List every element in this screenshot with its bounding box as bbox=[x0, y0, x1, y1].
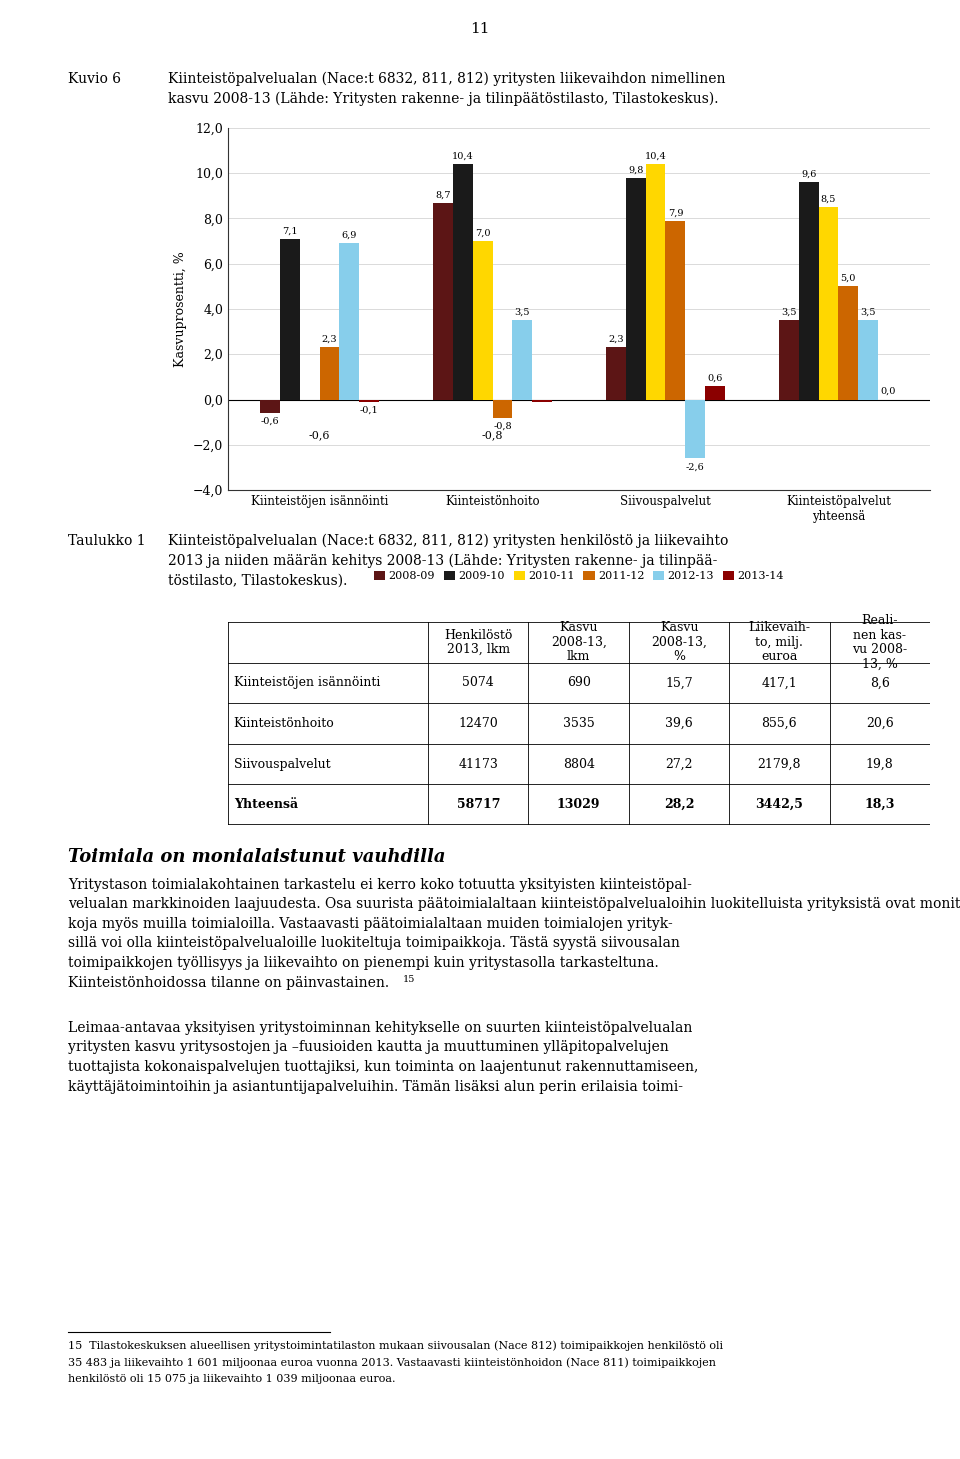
Text: 41173: 41173 bbox=[458, 757, 498, 770]
Text: 5,0: 5,0 bbox=[841, 274, 856, 283]
Text: 15,7: 15,7 bbox=[665, 677, 693, 690]
Text: 9,6: 9,6 bbox=[801, 169, 816, 179]
Text: 10,4: 10,4 bbox=[452, 152, 473, 160]
Bar bbox=[626, 178, 645, 400]
Text: Kuvio 6: Kuvio 6 bbox=[68, 71, 121, 86]
Text: 35 483 ja liikevaihto 1 601 miljoonaa euroa vuonna 2013. Vastaavasti kiinteistön: 35 483 ja liikevaihto 1 601 miljoonaa eu… bbox=[68, 1357, 716, 1367]
Text: 15: 15 bbox=[403, 976, 416, 985]
Text: -0,8: -0,8 bbox=[493, 422, 512, 430]
Text: 7,1: 7,1 bbox=[282, 226, 298, 235]
Text: Liikevaih-
to, milj.
euroa: Liikevaih- to, milj. euroa bbox=[749, 622, 810, 664]
Text: 3535: 3535 bbox=[563, 716, 594, 730]
Y-axis label: Kasvuprosentti, %: Kasvuprosentti, % bbox=[174, 251, 187, 366]
Text: 3442,5: 3442,5 bbox=[756, 798, 804, 811]
Text: Toimiala on monialaistunut vauhdilla: Toimiala on monialaistunut vauhdilla bbox=[68, 848, 445, 867]
Text: yritysten kasvu yritysostojen ja –fuusioiden kautta ja muuttuminen ylläpitopalve: yritysten kasvu yritysostojen ja –fuusio… bbox=[68, 1040, 669, 1055]
Text: Kiinteistöpalvelualan (Nace:t 6832, 811, 812) yritysten henkilöstö ja liikevaiht: Kiinteistöpalvelualan (Nace:t 6832, 811,… bbox=[168, 534, 729, 588]
Text: 3,5: 3,5 bbox=[780, 308, 797, 317]
Text: 8,5: 8,5 bbox=[821, 196, 836, 204]
Bar bbox=[706, 387, 725, 400]
Text: 690: 690 bbox=[566, 677, 590, 690]
Bar bbox=[645, 165, 665, 400]
Text: 8,7: 8,7 bbox=[435, 190, 450, 200]
Bar bbox=[779, 321, 799, 400]
Bar bbox=[665, 220, 685, 400]
Text: käyttäjätoimintoihin ja asiantuntijapalveluihin. Tämän lisäksi alun perin erilai: käyttäjätoimintoihin ja asiantuntijapalv… bbox=[68, 1080, 683, 1093]
Text: 10,4: 10,4 bbox=[645, 152, 666, 160]
Bar bbox=[606, 347, 626, 400]
Text: Yhteensä: Yhteensä bbox=[233, 798, 298, 811]
Text: 19,8: 19,8 bbox=[866, 757, 894, 770]
Text: 39,6: 39,6 bbox=[665, 716, 693, 730]
Bar bbox=[472, 241, 492, 400]
Text: 6,9: 6,9 bbox=[342, 231, 357, 239]
Text: 5074: 5074 bbox=[463, 677, 494, 690]
Text: 855,6: 855,6 bbox=[761, 716, 797, 730]
Text: 8804: 8804 bbox=[563, 757, 594, 770]
Text: Yritystason toimialakohtainen tarkastelu ei kerro koko totuutta yksityisten kiin: Yritystason toimialakohtainen tarkastelu… bbox=[68, 878, 692, 891]
Text: -0,6: -0,6 bbox=[309, 430, 330, 441]
Text: 28,2: 28,2 bbox=[663, 798, 694, 811]
Bar bbox=[279, 239, 300, 400]
Text: -0,6: -0,6 bbox=[260, 417, 279, 426]
Text: Kiinteistöjen isännöinti: Kiinteistöjen isännöinti bbox=[233, 677, 380, 690]
Legend: 2008-09, 2009-10, 2010-11, 2011-12, 2012-13, 2013-14: 2008-09, 2009-10, 2010-11, 2011-12, 2012… bbox=[370, 566, 788, 587]
Text: Henkilöstö
2013, lkm: Henkilöstö 2013, lkm bbox=[444, 629, 513, 657]
Bar bbox=[453, 165, 472, 400]
Text: 0,6: 0,6 bbox=[708, 374, 723, 382]
Text: koja myös muilla toimialoilla. Vastaavasti päätoimialaltaan muiden toimialojen y: koja myös muilla toimialoilla. Vastaavas… bbox=[68, 918, 673, 931]
Text: 20,6: 20,6 bbox=[866, 716, 894, 730]
Text: 15  Tilastokeskuksen alueellisen yritystoimintatilaston mukaan siivousalan (Nace: 15 Tilastokeskuksen alueellisen yritysto… bbox=[68, 1339, 723, 1351]
Bar bbox=[858, 321, 878, 400]
Bar bbox=[799, 182, 819, 400]
Text: -0,1: -0,1 bbox=[360, 406, 378, 414]
Text: Kiinteistönhoito: Kiinteistönhoito bbox=[233, 716, 334, 730]
Bar bbox=[359, 400, 379, 401]
Text: 7,9: 7,9 bbox=[667, 209, 684, 217]
Bar bbox=[819, 207, 838, 400]
Text: 27,2: 27,2 bbox=[665, 757, 693, 770]
Text: 11: 11 bbox=[470, 22, 490, 36]
Text: Siivouspalvelut: Siivouspalvelut bbox=[233, 757, 330, 770]
Text: -0,8: -0,8 bbox=[482, 430, 503, 441]
Text: 8,6: 8,6 bbox=[870, 677, 890, 690]
Text: 9,8: 9,8 bbox=[628, 165, 643, 175]
Text: 13029: 13029 bbox=[557, 798, 600, 811]
Text: 2179,8: 2179,8 bbox=[757, 757, 802, 770]
Text: toimipaikkojen työllisyys ja liikevaihto on pienempi kuin yritystasolla tarkaste: toimipaikkojen työllisyys ja liikevaihto… bbox=[68, 956, 659, 970]
Text: 2,3: 2,3 bbox=[608, 336, 624, 344]
Text: 12470: 12470 bbox=[458, 716, 498, 730]
Bar bbox=[838, 286, 858, 400]
Text: 417,1: 417,1 bbox=[761, 677, 798, 690]
Text: Reali-
nen kas-
vu 2008-
13, %: Reali- nen kas- vu 2008- 13, % bbox=[852, 614, 907, 671]
Text: 3,5: 3,5 bbox=[860, 308, 876, 317]
Bar bbox=[532, 400, 552, 401]
Text: 3,5: 3,5 bbox=[515, 308, 530, 317]
Text: Leimaa-antavaa yksityisen yritystoiminnan kehitykselle on suurten kiinteistöpalv: Leimaa-antavaa yksityisen yritystoiminna… bbox=[68, 1021, 692, 1034]
Text: 7,0: 7,0 bbox=[475, 229, 491, 238]
Text: Kasvu
2008-13,
lkm: Kasvu 2008-13, lkm bbox=[551, 622, 607, 664]
Text: Kasvu
2008-13,
%: Kasvu 2008-13, % bbox=[651, 622, 707, 664]
Text: -2,6: -2,6 bbox=[686, 463, 705, 471]
Text: Kiinteistönhoidossa tilanne on päinvastainen.: Kiinteistönhoidossa tilanne on päinvasta… bbox=[68, 976, 389, 989]
Text: 2,3: 2,3 bbox=[322, 336, 337, 344]
Text: henkilöstö oli 15 075 ja liikevaihto 1 039 miljoonaa euroa.: henkilöstö oli 15 075 ja liikevaihto 1 0… bbox=[68, 1374, 396, 1385]
Text: Kiinteistöpalvelualan (Nace:t 6832, 811, 812) yritysten liikevaihdon nimellinen
: Kiinteistöpalvelualan (Nace:t 6832, 811,… bbox=[168, 71, 726, 107]
Text: velualan markkinoiden laajuudesta. Osa suurista päätoimialaltaan kiinteistöpalve: velualan markkinoiden laajuudesta. Osa s… bbox=[68, 897, 960, 912]
Bar bbox=[260, 400, 279, 413]
Text: 58717: 58717 bbox=[457, 798, 500, 811]
Text: 18,3: 18,3 bbox=[865, 798, 895, 811]
Bar bbox=[340, 244, 359, 400]
Bar bbox=[492, 400, 513, 417]
Bar bbox=[513, 321, 532, 400]
Text: 0,0: 0,0 bbox=[880, 387, 896, 395]
Bar bbox=[320, 347, 340, 400]
Bar bbox=[433, 203, 453, 400]
Text: sillä voi olla kiinteistöpalvelualoille luokiteltuja toimipaikkoja. Tästä syystä: sillä voi olla kiinteistöpalvelualoille … bbox=[68, 937, 680, 950]
Bar bbox=[685, 400, 706, 458]
Text: Taulukko 1: Taulukko 1 bbox=[68, 534, 146, 549]
Text: tuottajista kokonaispalvelujen tuottajiksi, kun toiminta on laajentunut rakennut: tuottajista kokonaispalvelujen tuottajik… bbox=[68, 1061, 698, 1074]
